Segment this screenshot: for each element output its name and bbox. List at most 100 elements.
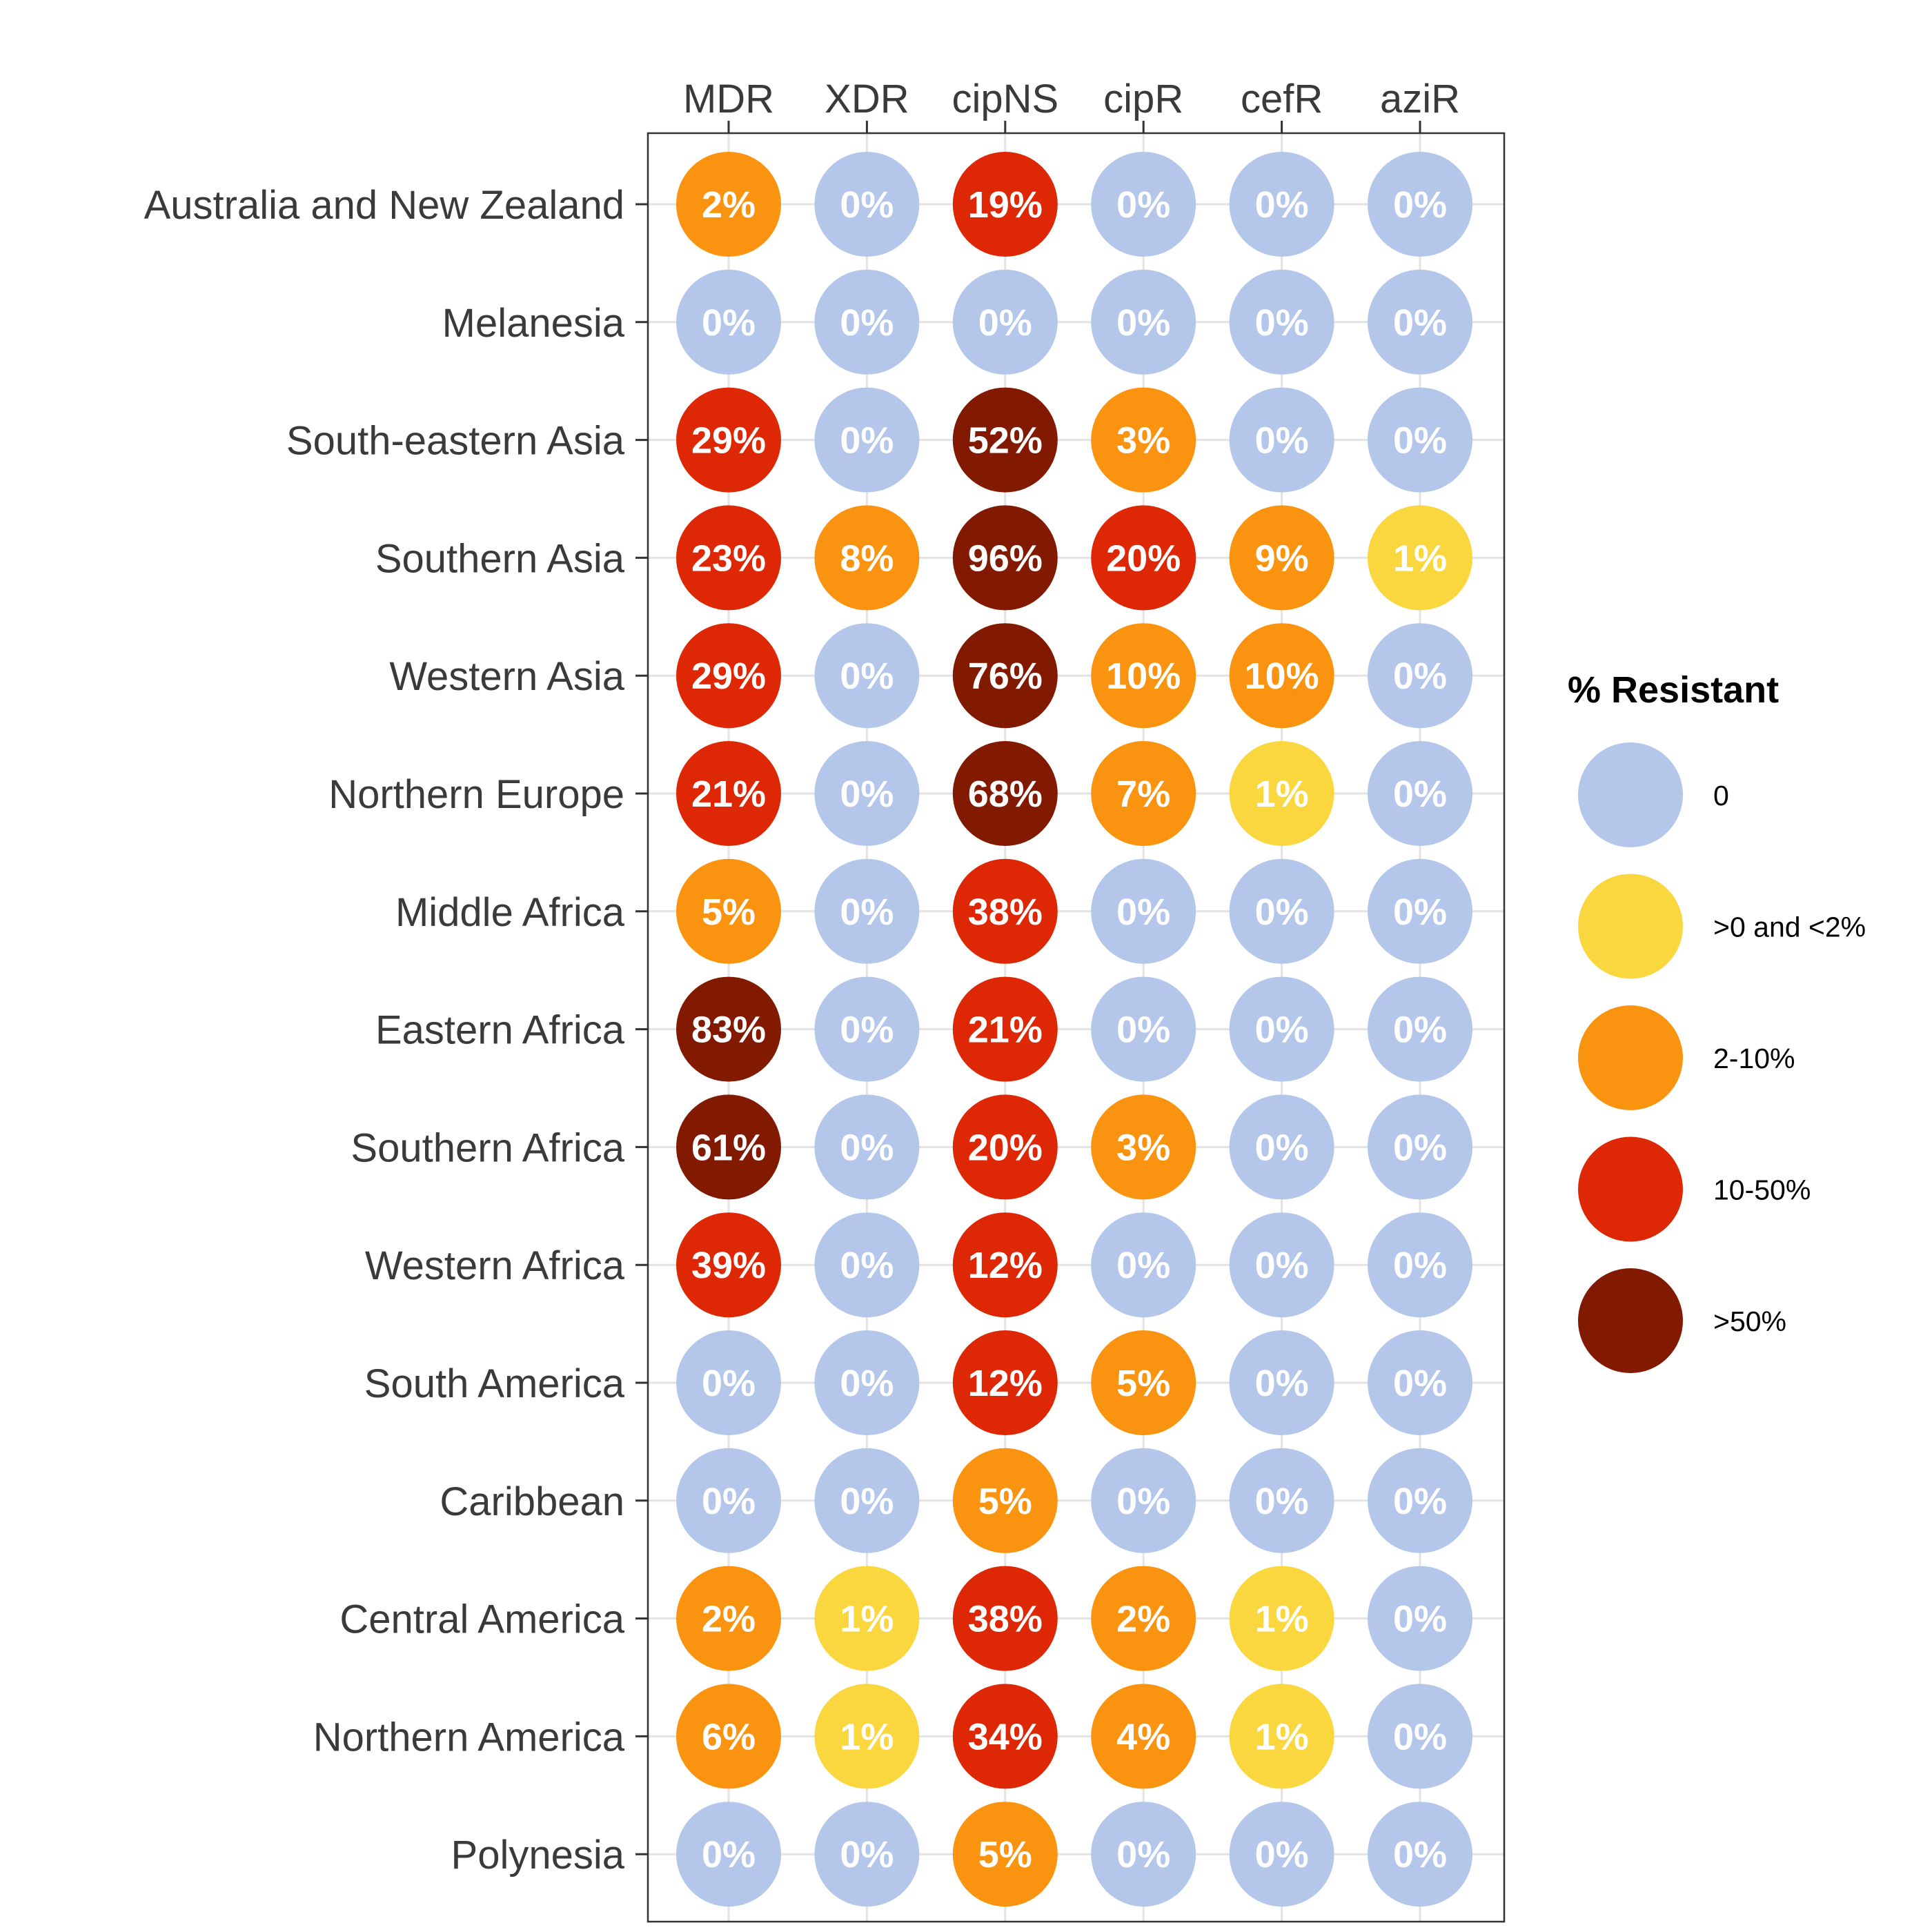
cell-value-label: 0% xyxy=(1116,1481,1170,1522)
cell-circle xyxy=(1229,1212,1334,1318)
legend-label: 0 xyxy=(1713,780,1729,811)
cell-circle xyxy=(1091,623,1196,729)
legend-label: 10-50% xyxy=(1713,1174,1811,1206)
row-label: Southern Asia xyxy=(375,536,625,581)
cell-value-label: 39% xyxy=(691,1245,766,1286)
cell-circle xyxy=(952,623,1058,729)
row-label: Caribbean xyxy=(440,1479,624,1524)
cell-circle xyxy=(1091,1094,1196,1200)
cell-value-label: 1% xyxy=(840,1599,894,1640)
cell-value-label: 9% xyxy=(1255,538,1309,579)
cell-value-label: 3% xyxy=(1116,1127,1170,1168)
cell-value-label: 34% xyxy=(968,1716,1043,1757)
plot-panel xyxy=(647,132,1506,1923)
row-label: Central America xyxy=(339,1597,624,1642)
cell-value-label: 0% xyxy=(978,302,1032,344)
cell-value-label: 0% xyxy=(840,1363,894,1404)
cell-circle xyxy=(1091,387,1196,493)
cell-value-label: 0% xyxy=(1255,184,1309,226)
cell-value-label: 0% xyxy=(1393,1716,1447,1757)
cell-circle xyxy=(1368,1330,1472,1435)
cell-value-label: 0% xyxy=(1393,773,1447,815)
cell-circle xyxy=(814,1684,920,1789)
column-label-xdr: XDR xyxy=(825,77,909,121)
cell-circle xyxy=(1368,387,1472,493)
legend-label: 2-10% xyxy=(1713,1043,1795,1074)
cell-value-label: 0% xyxy=(1393,184,1447,226)
row-label: Melanesia xyxy=(442,301,625,346)
cell-circle xyxy=(676,741,781,846)
cell-circle xyxy=(1368,1094,1472,1200)
cell-value-label: 0% xyxy=(702,1834,756,1875)
cell-circle xyxy=(1229,741,1334,846)
cell-circle xyxy=(1091,1448,1196,1553)
cell-value-label: 29% xyxy=(691,656,766,697)
cell-value-label: 0% xyxy=(702,1363,756,1404)
cell-value-label: 0% xyxy=(1393,891,1447,933)
cell-circle xyxy=(1229,505,1334,611)
cell-value-label: 5% xyxy=(978,1834,1032,1875)
cell-circle xyxy=(952,1802,1058,1907)
row-label: Western Asia xyxy=(389,654,624,699)
cell-value-label: 1% xyxy=(1393,538,1447,579)
cell-value-label: 0% xyxy=(840,1127,894,1168)
cell-value-label: 12% xyxy=(968,1363,1043,1404)
cell-value-label: 0% xyxy=(840,420,894,462)
cell-circle xyxy=(1091,858,1196,964)
cell-circle xyxy=(676,976,781,1082)
cell-value-label: 96% xyxy=(968,538,1043,579)
cell-value-label: 1% xyxy=(1255,773,1309,815)
cell-value-label: 8% xyxy=(840,538,894,579)
cell-value-label: 0% xyxy=(1255,1834,1309,1875)
legend-swatch xyxy=(1578,874,1683,979)
cell-circle xyxy=(676,623,781,729)
cell-circle xyxy=(1091,1330,1196,1435)
row-label: Polynesia xyxy=(451,1833,625,1877)
cell-circle xyxy=(1368,741,1472,846)
cell-value-label: 12% xyxy=(968,1245,1043,1286)
cell-circle xyxy=(1091,152,1196,257)
cell-circle xyxy=(676,1212,781,1318)
cell-circle xyxy=(1229,623,1334,729)
cell-value-label: 0% xyxy=(1255,1481,1309,1522)
column-label-cipns: cipNS xyxy=(952,77,1058,121)
cell-circle xyxy=(814,741,920,846)
legend: % Resistant 0 >0 and <2% 2-10% 10-50% >50% xyxy=(1568,669,1866,1373)
cell-circle xyxy=(814,152,920,257)
cell-circle xyxy=(952,1448,1058,1553)
cell-value-label: 2% xyxy=(1116,1599,1170,1640)
cell-value-label: 0% xyxy=(840,184,894,226)
cell-circle xyxy=(952,976,1058,1082)
cell-value-label: 2% xyxy=(702,1599,756,1640)
cell-value-label: 0% xyxy=(840,1245,894,1286)
cell-circle xyxy=(814,1566,920,1671)
cell-circle xyxy=(1368,1212,1472,1318)
cell-value-label: 4% xyxy=(1116,1716,1170,1757)
cell-value-label: 20% xyxy=(968,1127,1043,1168)
cell-value-label: 5% xyxy=(1116,1363,1170,1404)
cell-circle xyxy=(676,858,781,964)
cell-circle xyxy=(1091,1566,1196,1671)
cell-value-label: 0% xyxy=(1116,891,1170,933)
legend-label: >0 and <2% xyxy=(1713,911,1866,943)
row-label: Southern Africa xyxy=(351,1125,624,1170)
row-label: South America xyxy=(364,1361,625,1406)
cell-value-label: 0% xyxy=(840,656,894,697)
cell-circle xyxy=(1368,152,1472,257)
cell-circle xyxy=(1368,269,1472,375)
cell-value-label: 21% xyxy=(968,1009,1043,1051)
cell-circle xyxy=(1229,1094,1334,1200)
legend-swatch xyxy=(1578,1268,1683,1373)
cell-value-label: 1% xyxy=(1255,1716,1309,1757)
cell-circle xyxy=(676,1802,781,1907)
cell-value-label: 0% xyxy=(840,773,894,815)
cell-circle xyxy=(814,858,920,964)
cell-circle xyxy=(814,1330,920,1435)
cell-value-label: 0% xyxy=(840,891,894,933)
cell-circle xyxy=(1229,269,1334,375)
cell-circle xyxy=(676,1330,781,1435)
row-label: Middle Africa xyxy=(395,890,625,935)
cell-circle xyxy=(1368,623,1472,729)
cell-value-label: 83% xyxy=(691,1009,766,1051)
